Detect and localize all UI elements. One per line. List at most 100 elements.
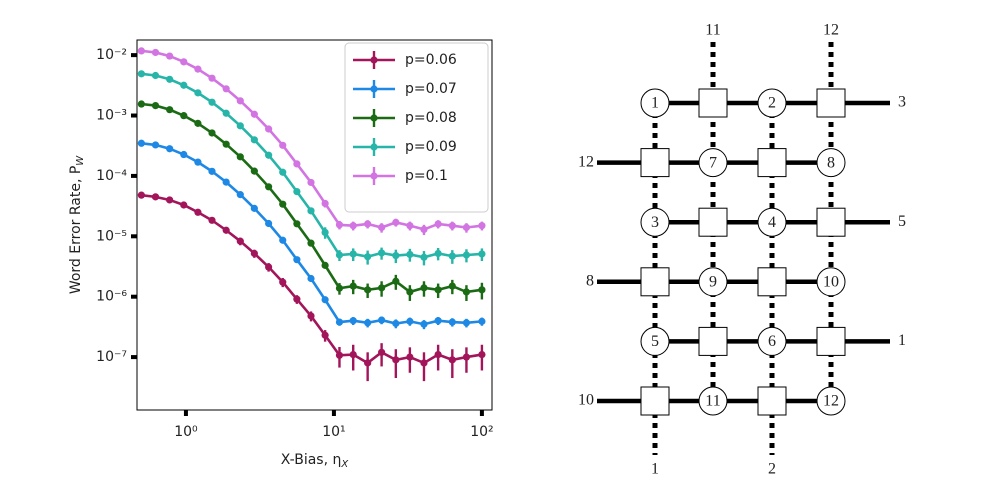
data-point: [335, 284, 344, 292]
data-point: [406, 250, 414, 259]
data-point: [392, 251, 400, 260]
data-point: [392, 277, 400, 285]
data-point: [208, 167, 216, 175]
data-point: [194, 119, 202, 127]
square-node: [757, 267, 787, 297]
data-point: [166, 75, 174, 83]
data-point: [335, 221, 344, 229]
node-label: 7: [709, 154, 717, 171]
data-point: [222, 109, 230, 117]
data-point: [151, 101, 160, 110]
legend-label: p=0.06: [405, 52, 457, 68]
x-tick-label: 10¹: [322, 424, 345, 440]
data-point: [307, 239, 315, 247]
data-point: [250, 249, 258, 258]
top-label: 12: [823, 22, 839, 39]
data-point: [392, 319, 400, 328]
y-tick-label: 10⁻⁷: [96, 349, 127, 365]
x-tick-label: 10²: [470, 424, 493, 440]
data-point: [364, 319, 372, 327]
y-tick-label: 10⁻²: [96, 47, 127, 63]
data-point: [236, 122, 244, 130]
data-point: [208, 129, 216, 137]
check-node: [640, 326, 670, 356]
data-point: [478, 317, 486, 325]
y-tick-label: 10⁻³: [96, 108, 127, 124]
data-point: [349, 250, 357, 258]
data-point: [265, 219, 273, 228]
data-point: [137, 70, 145, 78]
data-point: [265, 183, 273, 191]
data-point: [208, 216, 216, 224]
right-label: 3: [898, 94, 906, 111]
square-node: [816, 326, 846, 356]
data-point: [279, 278, 287, 286]
data-point: [478, 250, 486, 258]
data-point: [293, 256, 301, 264]
y-axis-label: Word Error Rate, PW: [68, 155, 86, 294]
node-label: 1: [651, 95, 659, 112]
data-point: [462, 353, 471, 361]
square-node: [757, 148, 787, 178]
data-point: [151, 71, 160, 80]
right-label: 5: [898, 213, 906, 230]
data-point: [222, 226, 230, 234]
legend-marker: [370, 85, 378, 93]
data-point: [349, 350, 357, 359]
y-tick-label: 10⁻⁵: [96, 228, 127, 244]
data-point: [180, 150, 188, 159]
square-node: [816, 207, 846, 237]
check-node: [757, 207, 787, 237]
x-tick-label: 10⁰: [174, 424, 198, 440]
node-label: 5: [651, 333, 659, 350]
data-point: [378, 348, 386, 356]
data-point: [265, 151, 273, 159]
data-point: [434, 317, 442, 325]
legend-marker: [370, 56, 378, 64]
data-point: [420, 359, 428, 367]
legend-box: [344, 42, 489, 213]
data-point: [448, 282, 456, 290]
left-label: 12: [578, 153, 594, 170]
legend-label: p=0.09: [405, 139, 457, 155]
data-point: [448, 252, 456, 260]
data-point: [166, 145, 174, 153]
data-point: [180, 112, 188, 120]
data-point: [250, 167, 258, 175]
data-point: [250, 136, 258, 144]
data-point: [236, 153, 244, 161]
square-node: [757, 386, 787, 416]
check-node: [698, 267, 728, 297]
data-point: [236, 191, 244, 199]
data-point: [392, 356, 400, 364]
check-node: [698, 386, 728, 416]
data-point: [293, 160, 301, 168]
data-point: [406, 288, 414, 296]
data-point: [406, 353, 414, 361]
data-point: [194, 89, 202, 97]
data-point: [406, 317, 414, 325]
check-node: [640, 88, 670, 118]
data-point: [448, 222, 456, 230]
x-axis-label: X-Bias, ηX: [281, 452, 350, 470]
legend-marker: [370, 114, 378, 122]
data-point: [321, 261, 329, 269]
node-label: 11: [705, 393, 720, 410]
data-point: [307, 274, 315, 283]
check-node: [816, 148, 846, 178]
data-point: [462, 319, 471, 327]
data-point: [236, 237, 244, 245]
legend-marker: [370, 172, 378, 180]
square-node: [640, 148, 670, 178]
data-point: [478, 286, 486, 294]
data-point: [392, 218, 400, 226]
axes-frame: [136, 39, 493, 411]
data-point: [180, 201, 188, 209]
data-point: [194, 158, 202, 166]
data-point: [349, 222, 357, 230]
check-node: [757, 88, 787, 118]
data-point: [321, 331, 329, 339]
data-point: [349, 317, 357, 325]
